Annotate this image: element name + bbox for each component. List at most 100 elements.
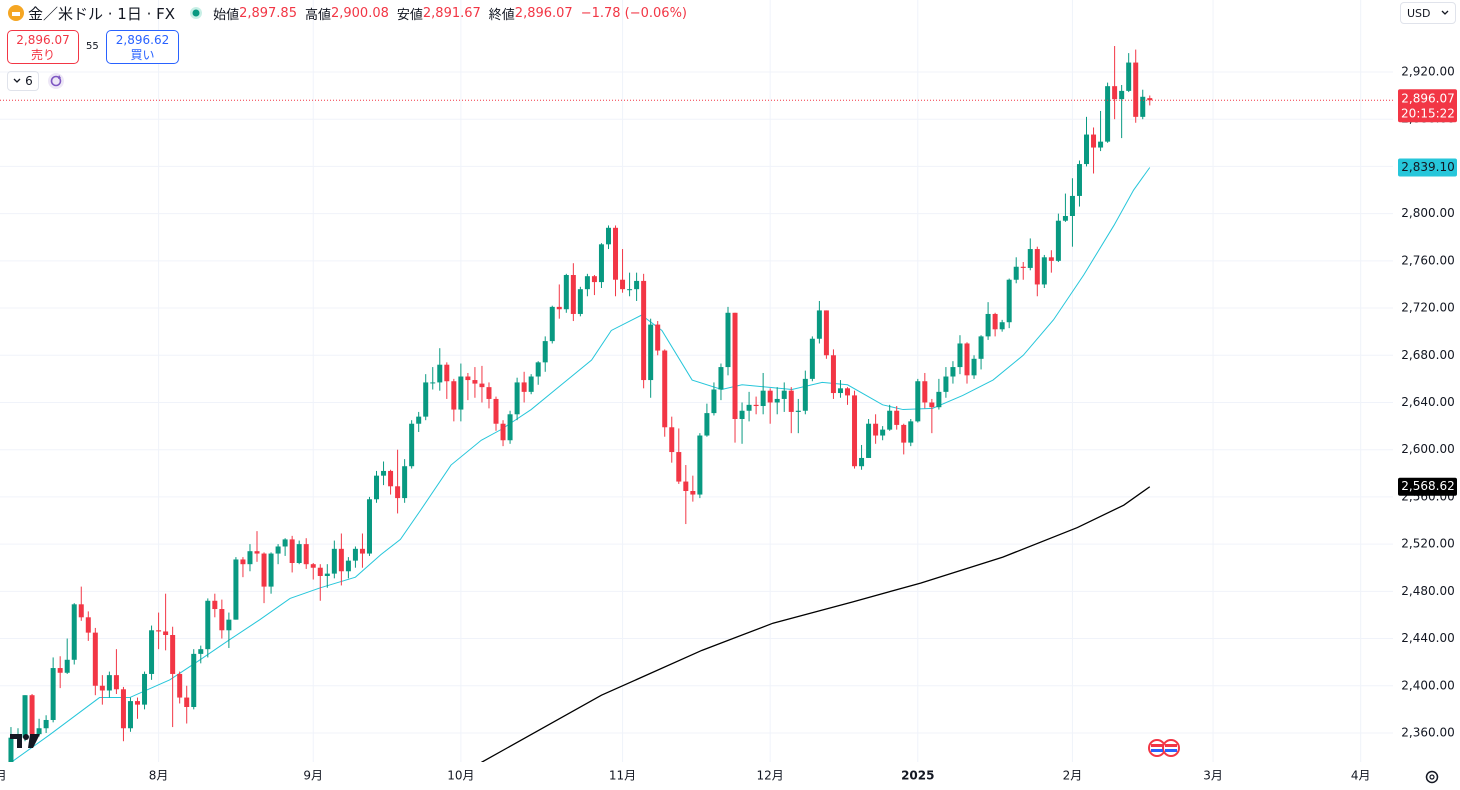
candle-body <box>198 649 204 654</box>
indicator-toggle[interactable]: 6 <box>7 71 39 91</box>
candle-body <box>641 280 647 381</box>
candle-body <box>1027 249 1033 268</box>
y-tick-label: 2,720.00 <box>1401 301 1454 315</box>
candle-body <box>289 539 295 564</box>
candle-body <box>233 559 239 620</box>
candle-body <box>774 398 780 403</box>
y-tick-label: 2,480.00 <box>1401 584 1454 598</box>
candle-body <box>584 276 590 290</box>
candle-body <box>943 376 949 392</box>
candle-body <box>577 289 583 314</box>
candle-body <box>430 382 436 384</box>
x-tick-label: 9月 <box>303 769 323 783</box>
x-tick-label: 12月 <box>757 769 784 783</box>
candle-body <box>324 573 330 576</box>
ma-price-label: 2,568.62 <box>1401 479 1454 493</box>
symbol-title[interactable]: 金／米ドル · 1日 · FX <box>28 4 176 23</box>
candle-body <box>458 376 464 410</box>
sell-button[interactable]: 2,896.07 売り <box>7 30 79 64</box>
candle-body <box>1119 90 1125 100</box>
sell-label: 売り <box>30 48 55 62</box>
high-label: 高値 <box>304 7 331 23</box>
close-value: 2,896.07 <box>514 5 573 21</box>
candle-body <box>683 481 689 492</box>
candle-body <box>985 313 991 337</box>
candle-body <box>465 376 471 381</box>
candle-body <box>816 310 822 339</box>
candle-body <box>219 609 225 631</box>
candle-body <box>605 227 611 245</box>
event-flags[interactable] <box>1148 739 1180 757</box>
candle-body <box>859 457 865 467</box>
candle-body <box>634 280 640 290</box>
candle-body <box>1006 279 1012 323</box>
candle-body <box>486 387 492 399</box>
candle-body <box>275 546 281 554</box>
x-tick-label: 3月 <box>1203 769 1223 783</box>
candle-body <box>1112 86 1118 100</box>
candle-body <box>240 559 246 565</box>
candle-body <box>999 322 1005 330</box>
candle-body <box>1140 96 1146 117</box>
candle-body <box>704 413 710 436</box>
candle-body <box>915 381 921 422</box>
candle-body <box>85 617 91 633</box>
candle-body <box>1069 195 1075 216</box>
x-tick-label: 8月 <box>149 769 169 783</box>
candle-body <box>802 378 808 411</box>
y-tick-label: 2,920.00 <box>1401 64 1454 78</box>
candle-body <box>507 414 513 441</box>
candle-body <box>163 631 169 635</box>
candle-body <box>1062 215 1068 221</box>
candle-body <box>760 390 766 407</box>
candle-body <box>71 604 77 660</box>
candle-body <box>135 701 141 705</box>
high-value: 2,900.08 <box>330 5 389 21</box>
candle-body <box>732 312 738 420</box>
candle-body <box>78 604 84 618</box>
currency-select[interactable]: USD <box>1400 2 1456 24</box>
candle-body <box>957 343 963 368</box>
candle-body <box>662 350 668 428</box>
tv-logo <box>10 734 40 748</box>
candle-body <box>655 324 661 351</box>
candle-body <box>36 728 42 735</box>
candle-body <box>177 673 183 698</box>
candle-body <box>444 364 450 382</box>
candle-body <box>978 336 984 359</box>
candle-body <box>837 388 843 394</box>
candle-body <box>992 313 998 330</box>
close-label: 終値 <box>488 7 515 23</box>
candle-body <box>500 423 506 441</box>
candle-body <box>1076 164 1082 196</box>
candle-body <box>106 675 112 691</box>
candle-body <box>99 685 105 691</box>
candle-body <box>809 338 815 379</box>
x-tick-label: 7月 <box>0 769 7 783</box>
candle-body <box>598 244 604 283</box>
candle-body <box>627 289 633 291</box>
candle-body <box>92 632 98 686</box>
candle-body <box>57 668 63 673</box>
chevron <box>13 78 21 83</box>
open-value: 2,897.85 <box>239 5 297 21</box>
candle-body <box>1013 266 1019 280</box>
candle-body <box>254 551 260 554</box>
settings-icon[interactable] <box>1425 770 1439 784</box>
buy-label: 買い <box>130 48 155 62</box>
candle-body <box>451 381 457 410</box>
candle-body <box>746 404 752 411</box>
candle-body <box>971 358 977 376</box>
candle-body <box>149 630 155 674</box>
candle-body <box>416 416 422 424</box>
candle-body <box>388 470 394 487</box>
candle-body <box>901 424 907 443</box>
candle-body <box>282 539 288 547</box>
candle-body <box>184 697 190 707</box>
candle-body <box>170 635 176 674</box>
candle-body <box>1084 134 1090 165</box>
buy-button[interactable]: 2,896.62 買い <box>106 30 179 64</box>
refresh-icon[interactable] <box>47 72 65 90</box>
candle-body <box>374 475 380 500</box>
candle-body <box>648 324 654 381</box>
